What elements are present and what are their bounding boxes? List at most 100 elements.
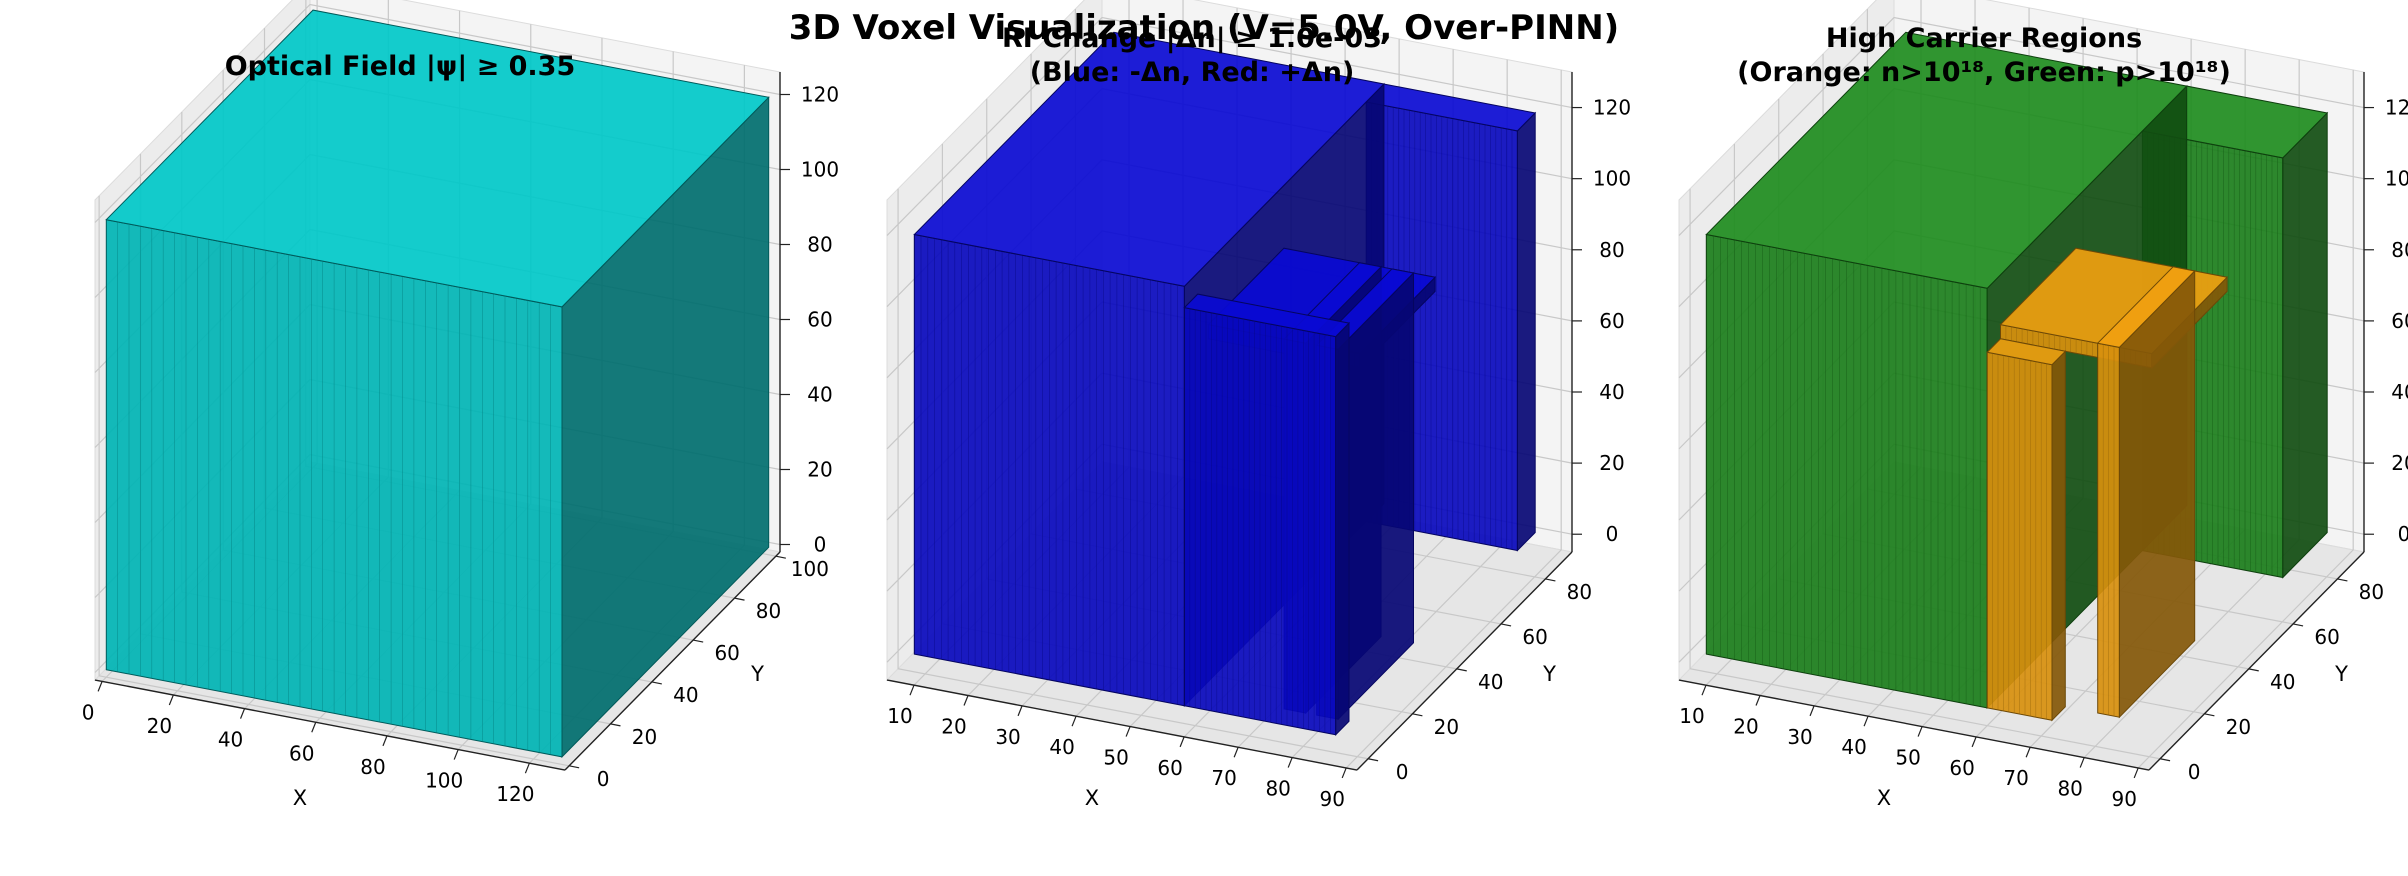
voxel-face <box>2051 350 2066 722</box>
x-tick-label: 90 <box>1319 787 1344 811</box>
x-tick-label: 40 <box>1049 735 1074 759</box>
x-tick-label: 80 <box>1265 777 1290 801</box>
x-tick-mark <box>1341 767 1347 779</box>
x-tick-label: 40 <box>218 728 243 752</box>
x-tick-mark <box>1287 757 1293 768</box>
x-tick-mark <box>1179 736 1185 748</box>
z-tick-label: 60 <box>2391 309 2408 333</box>
z-tick-label: 80 <box>1599 238 1624 262</box>
x-tick-mark <box>1125 726 1131 737</box>
voxel-block <box>1986 338 2067 722</box>
x-tick-mark <box>453 749 459 760</box>
voxel-face <box>2096 266 2196 348</box>
voxel-hatch <box>2102 344 2115 717</box>
voxel-hatch <box>1992 353 2047 720</box>
y-tick-label: 0 <box>2188 760 2201 784</box>
x-tick-mark <box>2025 747 2031 758</box>
y-axis-label: Y <box>750 662 764 686</box>
x-tick-label: 80 <box>2057 777 2082 801</box>
x-tick-mark <box>382 735 388 747</box>
grid-line-z <box>1678 16 2365 236</box>
x-tick-label: 30 <box>995 725 1020 749</box>
grid-line-y <box>98 195 570 767</box>
x-tick-mark <box>963 695 969 706</box>
x-tick-label: 10 <box>1679 704 1704 728</box>
x-axis-label: X <box>293 786 307 810</box>
x-tick-label: 30 <box>1787 725 1812 749</box>
voxel-face <box>1335 321 1350 737</box>
x-tick-mark <box>1755 695 1761 706</box>
x-tick-label: 120 <box>496 782 534 806</box>
y-tick-mark <box>2204 713 2215 717</box>
x-tick-mark <box>168 694 174 706</box>
x-tick-mark <box>1017 705 1023 717</box>
x-tick-mark <box>97 681 103 692</box>
voxel-face <box>105 9 770 308</box>
voxel-face <box>1516 111 1536 552</box>
z-tick-label: 100 <box>1593 167 1631 191</box>
x-tick-label: 50 <box>1895 746 1920 770</box>
z-tick-label: 20 <box>2391 451 2408 475</box>
z-tick-label: 120 <box>1593 96 1631 120</box>
y-tick-label: 20 <box>2226 715 2251 739</box>
grid-line-y <box>897 188 1369 760</box>
x-tick-label: 80 <box>360 755 385 779</box>
x-tick-label: 60 <box>1949 756 1974 780</box>
x-tick-mark <box>1233 747 1239 758</box>
z-tick-label: 80 <box>807 233 832 257</box>
z-tick-label: 20 <box>1599 451 1624 475</box>
x-tick-mark <box>311 722 317 733</box>
voxel-face <box>913 31 1385 287</box>
voxel-block <box>2096 266 2196 719</box>
y-axis-label: Y <box>2334 662 2348 686</box>
y-tick-label: 80 <box>1567 580 1592 604</box>
x-tick-label: 40 <box>1841 735 1866 759</box>
x-tick-label: 50 <box>1103 746 1128 770</box>
y-tick-mark <box>2337 578 2348 582</box>
y-tick-label: 0 <box>597 767 610 791</box>
panel-3-axes: 10 20 30 40 50 60 70 80 90 0 20 40 60 80 0 20 40 60 80 100 1… <box>1677 0 2408 811</box>
y-tick-label: 40 <box>1478 670 1503 694</box>
voxel-block <box>1183 293 1351 737</box>
z-tick-label: 60 <box>1599 309 1624 333</box>
z-tick-label: 0 <box>2398 522 2408 546</box>
panel-1-title: Optical Field |ψ| ≥ 0.35 <box>224 51 576 82</box>
x-tick-mark <box>909 684 915 696</box>
y-tick-mark <box>2248 668 2259 672</box>
x-tick-mark <box>1863 715 1869 727</box>
x-tick-label: 20 <box>1733 715 1758 739</box>
y-tick-mark <box>1545 578 1556 582</box>
y-tick-label: 80 <box>2359 580 2384 604</box>
y-tick-label: 80 <box>756 599 781 623</box>
y-tick-label: 60 <box>714 641 739 665</box>
panel-2-axes: 10 20 30 40 50 60 70 80 90 0 20 40 60 80 0 20 40 60 80 100 1… <box>885 0 1631 811</box>
x-tick-mark <box>1701 684 1707 696</box>
y-tick-mark <box>734 597 745 601</box>
x-tick-label: 100 <box>425 769 463 793</box>
voxel-hatch <box>920 235 1178 705</box>
z-tick-label: 0 <box>1606 522 1619 546</box>
y-tick-mark <box>569 765 580 769</box>
x-tick-mark <box>239 708 246 719</box>
voxel-block <box>105 9 770 759</box>
y-axis-line <box>2148 551 2365 771</box>
z-tick-label: 40 <box>2391 380 2408 404</box>
y-tick-label: 60 <box>1522 625 1547 649</box>
grid-line-z <box>886 16 1573 236</box>
y-tick-mark <box>1412 713 1423 717</box>
y-tick-label: 40 <box>673 683 698 707</box>
z-tick-label: 100 <box>801 158 839 182</box>
figure-suptitle: 3D Voxel Visualization (V=5.0V, Over-PIN… <box>788 8 1620 48</box>
y-tick-mark <box>1456 668 1467 672</box>
x-tick-label: 60 <box>289 741 314 765</box>
x-tick-mark <box>1809 705 1815 717</box>
voxel-hatch <box>117 221 551 755</box>
y-tick-mark <box>693 639 704 643</box>
y-tick-mark <box>1367 758 1379 762</box>
x-axis-line <box>1678 679 2150 771</box>
voxel-face <box>1183 293 1351 338</box>
y-tick-label: 100 <box>791 557 829 581</box>
y-axis-line <box>1356 551 1573 771</box>
y-tick-mark <box>2292 623 2304 627</box>
